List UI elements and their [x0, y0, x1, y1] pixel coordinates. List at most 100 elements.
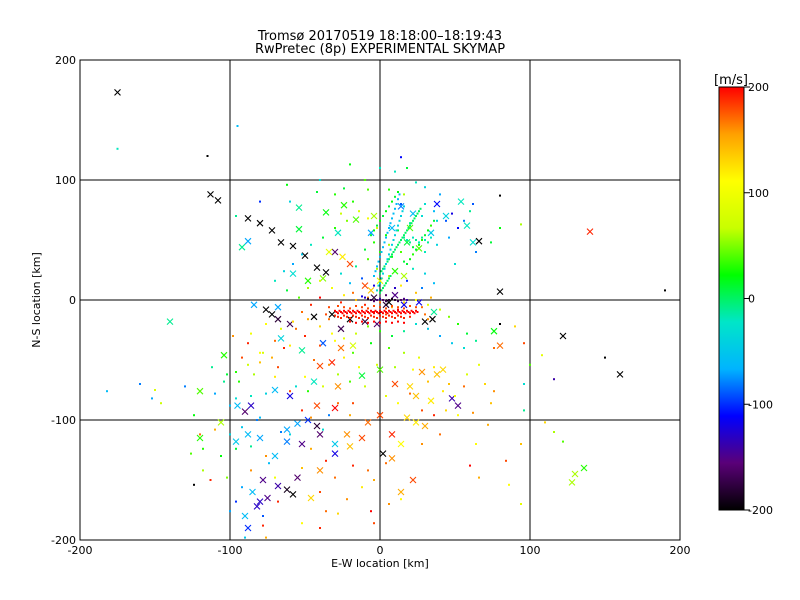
data-point-dot	[379, 282, 381, 285]
data-point-x	[430, 308, 438, 316]
data-point-dot	[349, 282, 351, 285]
data-point-dot	[316, 191, 318, 193]
data-point-dot	[373, 311, 375, 313]
data-point-dot	[400, 315, 402, 318]
y-axis-label: N-S location [km]	[30, 252, 43, 348]
data-point-dot	[386, 312, 389, 315]
data-point-dot	[403, 260, 405, 263]
data-point-dot	[457, 414, 459, 417]
data-point-dot	[395, 203, 398, 205]
data-point-dot	[391, 217, 393, 220]
data-point-dot	[403, 236, 405, 239]
x-axis-label: E-W location [km]	[331, 557, 429, 570]
data-point-x	[388, 224, 396, 232]
data-point-dot	[392, 239, 395, 241]
data-point-dot	[389, 222, 392, 225]
data-point-dot	[469, 464, 471, 467]
data-point-dot	[370, 309, 372, 312]
data-point-dot	[397, 198, 399, 201]
data-point-dot	[385, 395, 387, 397]
data-point-dot	[436, 243, 438, 246]
data-point-dot	[412, 311, 414, 313]
data-point-dot	[401, 236, 404, 239]
data-point-x	[322, 269, 330, 276]
data-point-dot	[463, 347, 465, 349]
data-point-x	[241, 512, 249, 520]
data-point-dot	[352, 402, 354, 405]
data-point-dot	[379, 297, 381, 300]
data-point-dot	[388, 258, 390, 261]
data-point-dot	[349, 307, 351, 310]
data-point-x	[114, 89, 121, 96]
data-point-dot	[376, 289, 378, 292]
data-point-dot	[424, 272, 426, 275]
data-point-dot	[370, 314, 372, 317]
data-point-dot	[410, 222, 413, 225]
data-point-x	[313, 402, 321, 409]
data-point-dot	[241, 486, 243, 489]
data-point-dot	[373, 284, 375, 287]
data-point-x	[358, 434, 366, 442]
data-point-dot	[319, 296, 321, 299]
data-point-dot	[250, 445, 252, 448]
data-point-dot	[529, 363, 531, 366]
data-point-dot	[355, 332, 357, 335]
data-point-dot	[421, 443, 423, 445]
data-points	[106, 89, 666, 539]
data-point-dot	[397, 320, 399, 323]
data-point-dot	[379, 167, 381, 169]
data-point-dot	[394, 207, 396, 210]
data-point-x	[253, 503, 261, 510]
data-point-dot	[514, 325, 516, 328]
data-point-dot	[415, 309, 417, 312]
data-point-dot	[352, 291, 354, 294]
data-point-dot	[409, 312, 411, 315]
data-point-dot	[343, 337, 345, 340]
data-point-dot	[385, 294, 387, 297]
chart-title: Tromsø 20170519 18:18:00–18:19:43	[257, 29, 502, 44]
data-point-x	[412, 392, 420, 400]
data-point-dot	[295, 327, 297, 330]
data-point-dot	[406, 239, 408, 241]
data-point-dot	[193, 483, 195, 486]
data-point-dot	[379, 321, 381, 324]
data-point-dot	[373, 320, 375, 323]
data-point-dot	[116, 147, 119, 150]
data-point-dot	[400, 299, 402, 301]
data-point-dot	[430, 296, 432, 299]
data-point-dot	[397, 300, 399, 303]
data-point-dot	[398, 241, 401, 244]
data-point-dot	[391, 243, 393, 246]
data-point-x	[295, 204, 303, 211]
data-point-dot	[553, 378, 555, 381]
data-point-dot	[439, 193, 441, 196]
data-point-dot	[376, 317, 378, 319]
data-point-dot	[604, 356, 606, 359]
data-point-x	[559, 332, 567, 340]
data-point-dot	[388, 243, 390, 246]
data-point-dot	[421, 287, 423, 289]
data-point-dot	[391, 297, 393, 300]
data-point-x	[283, 438, 291, 445]
data-point-x	[439, 366, 447, 373]
data-point-dot	[391, 253, 393, 256]
data-point-dot	[367, 258, 369, 261]
data-point-dot	[346, 312, 348, 315]
data-point-dot	[250, 332, 252, 335]
data-point-x	[289, 242, 297, 250]
data-point-dot	[355, 315, 357, 318]
data-point-dot	[418, 243, 420, 246]
data-point-dot	[395, 246, 398, 249]
data-point-dot	[508, 483, 510, 486]
data-point-dot	[475, 251, 477, 253]
data-point-dot	[454, 395, 456, 397]
data-point-dot	[427, 303, 429, 306]
data-point-dot	[430, 224, 432, 227]
data-point-x	[391, 291, 399, 299]
data-point-dot	[388, 309, 390, 312]
data-point-x	[429, 315, 436, 323]
data-point-dot	[427, 327, 429, 330]
data-point-dot	[289, 200, 291, 203]
data-point-dot	[352, 464, 354, 467]
data-point-dot	[313, 359, 315, 361]
